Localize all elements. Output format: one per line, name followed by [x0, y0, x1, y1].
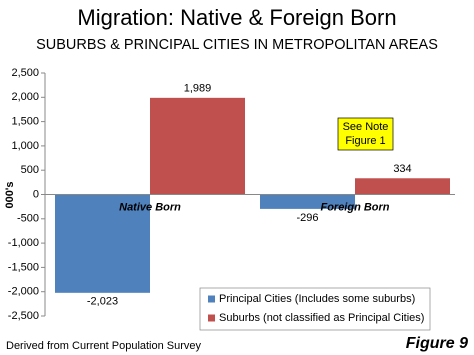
bar [55, 194, 150, 293]
value-label: 1,989 [184, 83, 212, 95]
value-label: 334 [393, 163, 411, 175]
legend-label: Suburbs (not classified as Principal Cit… [219, 312, 424, 324]
figure-label: Figure 9 [406, 335, 468, 352]
y-tick-label: 1,500 [11, 116, 39, 128]
legend-box [199, 287, 431, 331]
bar [260, 194, 355, 209]
y-axis-title: 000's [4, 181, 16, 208]
y-tick-label: -2,500 [8, 310, 39, 322]
source: Derived from Current Population Survey [6, 340, 202, 352]
value-label: -296 [296, 212, 318, 224]
legend-label: Principal Cities (Includes some suburbs) [219, 293, 415, 305]
note-box [337, 117, 394, 151]
x-tick-label: Native Born [119, 201, 181, 213]
chart-subtitle: SUBURBS & PRINCIPAL CITIES IN METROPOLIT… [36, 37, 438, 53]
y-tick-label: -500 [17, 213, 39, 225]
note-text: See Note Figure 1 [342, 121, 389, 147]
legend-swatch [208, 295, 215, 303]
bar [150, 97, 245, 195]
y-tick-label: 2,500 [11, 67, 39, 79]
y-tick-label: 1,000 [11, 140, 39, 152]
legend-swatch [208, 314, 215, 322]
y-tick-label: 500 [21, 164, 39, 176]
y-tick-label: -1,500 [8, 261, 39, 273]
x-tick-label: Foreign Born [320, 201, 389, 213]
y-tick-label: 2,000 [11, 91, 39, 103]
bar [355, 178, 450, 195]
value-label: -2,023 [87, 296, 118, 308]
y-tick-label: 0 [33, 188, 39, 200]
y-tick-label: -1,000 [8, 237, 39, 249]
note-wrap: See Note Figure 1 [342, 121, 389, 147]
y-tick-label: -2,000 [8, 286, 39, 298]
chart-title: Migration: Native & Foreign Born [77, 5, 396, 30]
